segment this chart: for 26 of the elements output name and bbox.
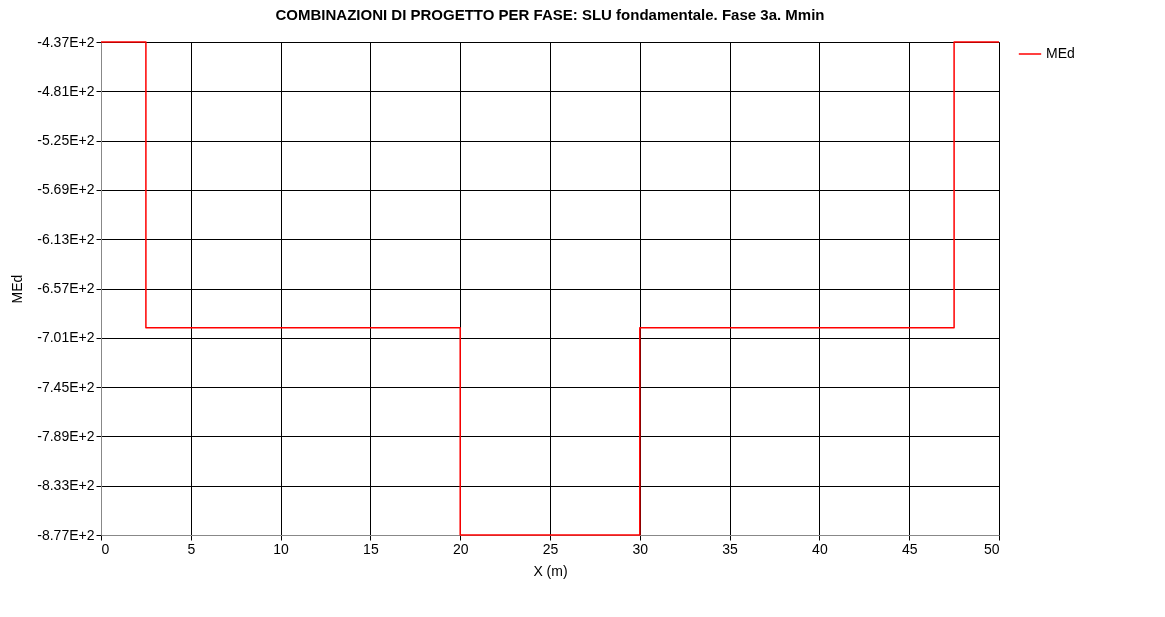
x-tick-label: 15 xyxy=(363,540,379,557)
legend-label: MEd xyxy=(1046,45,1075,61)
y-tick-label: -7.01E+2 xyxy=(37,329,95,346)
x-tick-label: 30 xyxy=(632,540,649,557)
y-tick-label: -5.69E+2 xyxy=(37,181,95,198)
x-tick-label: 25 xyxy=(542,540,559,557)
x-tick-label: 35 xyxy=(722,540,739,557)
x-tick-label: 10 xyxy=(273,540,290,557)
y-tick-label: -8.33E+2 xyxy=(37,477,95,494)
x-tick-label: 0 xyxy=(101,540,110,557)
x-tick-label: 50 xyxy=(983,540,1000,557)
chart-title: COMBINAZIONI DI PROGETTO PER FASE: SLU fondamentale. Fase 3a. Mmin xyxy=(275,6,825,23)
y-axis-title: MEd xyxy=(9,274,26,304)
y-tick-label: -5.25E+2 xyxy=(37,132,95,149)
x-tick-label: 20 xyxy=(452,540,469,557)
y-tick-label: -8.77E+2 xyxy=(37,526,95,543)
x-tick-label: 40 xyxy=(812,540,828,557)
y-tick-label: -4.81E+2 xyxy=(37,82,95,99)
y-tick-label: -4.37E+2 xyxy=(37,33,95,50)
x-tick-label: 5 xyxy=(187,540,196,557)
y-tick-label: -6.13E+2 xyxy=(37,230,95,247)
y-tick-label: -7.45E+2 xyxy=(37,378,95,395)
y-tick-label: -7.89E+2 xyxy=(37,427,95,444)
y-tick-label: -6.57E+2 xyxy=(37,280,95,296)
x-axis-title: X (m) xyxy=(533,562,568,579)
x-tick-label: 45 xyxy=(901,540,918,557)
